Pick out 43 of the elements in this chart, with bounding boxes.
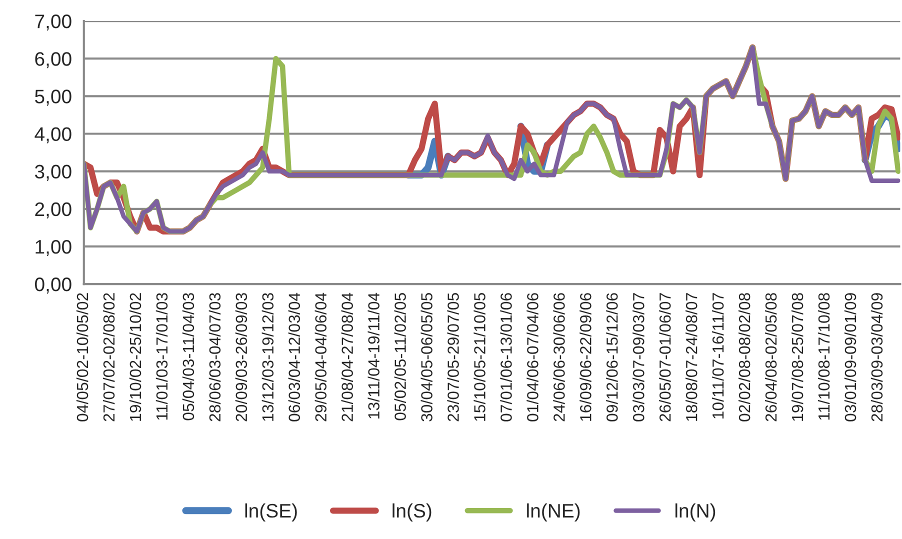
- x-tick-label: 27/07/02-02/08/02: [102, 293, 115, 422]
- x-tick-label: 11/10/08-17/10/08: [818, 293, 830, 420]
- x-tick-label: 19/10/02-25/10/02: [129, 293, 142, 421]
- x-tick-label: 10/11/07-16/11/07: [712, 293, 724, 418]
- x-tick-label: 29/05/04-04/06/04: [314, 292, 327, 422]
- x-tick-label: 13/12/03-19/12/03: [262, 293, 274, 421]
- x-tick-label: 30/04/05-06/05/05: [420, 293, 432, 422]
- y-tick-label: 0,00: [35, 278, 72, 294]
- x-tick-label: 28/06/03-04/07/03: [208, 293, 221, 422]
- y-tick-label: 7,00: [35, 14, 72, 31]
- x-tick-label: 01/04/06-07/04/06: [526, 293, 538, 422]
- y-tick-label: 6,00: [35, 52, 72, 68]
- y-tick-label: 2,00: [35, 202, 72, 218]
- x-tick-label: 26/04/08-02/05/08: [764, 293, 777, 422]
- x-tick-label: 13/11/04-19/11/04: [368, 292, 380, 418]
- legend-label: ln(SE): [245, 503, 297, 522]
- x-tick-label: 02/02/08-08/02/08: [738, 293, 750, 422]
- x-tick-label: 07/01/06-13/01/06: [500, 293, 512, 422]
- y-tick-label: 1,00: [36, 240, 72, 256]
- x-tick-label: 09/12/06-15/12/06: [606, 293, 618, 422]
- legend-label: ln(NE): [527, 503, 580, 522]
- x-tick-label: 16/09/06-22/09/06: [580, 293, 592, 421]
- legend-label: ln(N): [676, 503, 716, 522]
- x-tick-label: 20/09/03-26/09/03: [235, 293, 248, 422]
- x-tick-label: 03/01/09-09/01/09: [844, 293, 856, 422]
- x-tick-label: 15/10/05-21/10/05: [474, 293, 486, 421]
- x-tick-label: 19/07/08-25/07/08: [791, 293, 804, 421]
- x-tick-label: 06/03/04-12/03/04: [288, 292, 300, 422]
- x-tick-label: 11/01/03-17/01/03: [156, 293, 168, 420]
- y-tick-label: 4,00: [34, 127, 72, 144]
- y-tick-label: 5,00: [35, 90, 72, 106]
- x-tick-label: 18/08/07-24/08/07: [686, 293, 698, 421]
- x-tick-label: 24/06/06-30/06/06: [553, 293, 565, 422]
- x-tick-label: 03/03/07-09/03/07: [632, 293, 644, 422]
- x-tick-label: 28/03/09-03/04/09: [870, 293, 883, 422]
- x-tick-label: 21/08/04-27/08/04: [341, 292, 353, 422]
- x-tick-label: 26/05/07-01/06/07: [659, 293, 671, 422]
- x-tick-label: 05/04/03-11/04/03: [182, 293, 194, 420]
- x-tick-label: 05/02/05-11/02/05: [394, 293, 406, 420]
- legend-label: ln(S): [392, 503, 432, 522]
- x-tick-label: 04/05/02-10/05/02: [76, 293, 88, 422]
- x-tick-label: 23/07/05-29/07/05: [447, 293, 459, 422]
- y-tick-label: 3,00: [34, 164, 72, 181]
